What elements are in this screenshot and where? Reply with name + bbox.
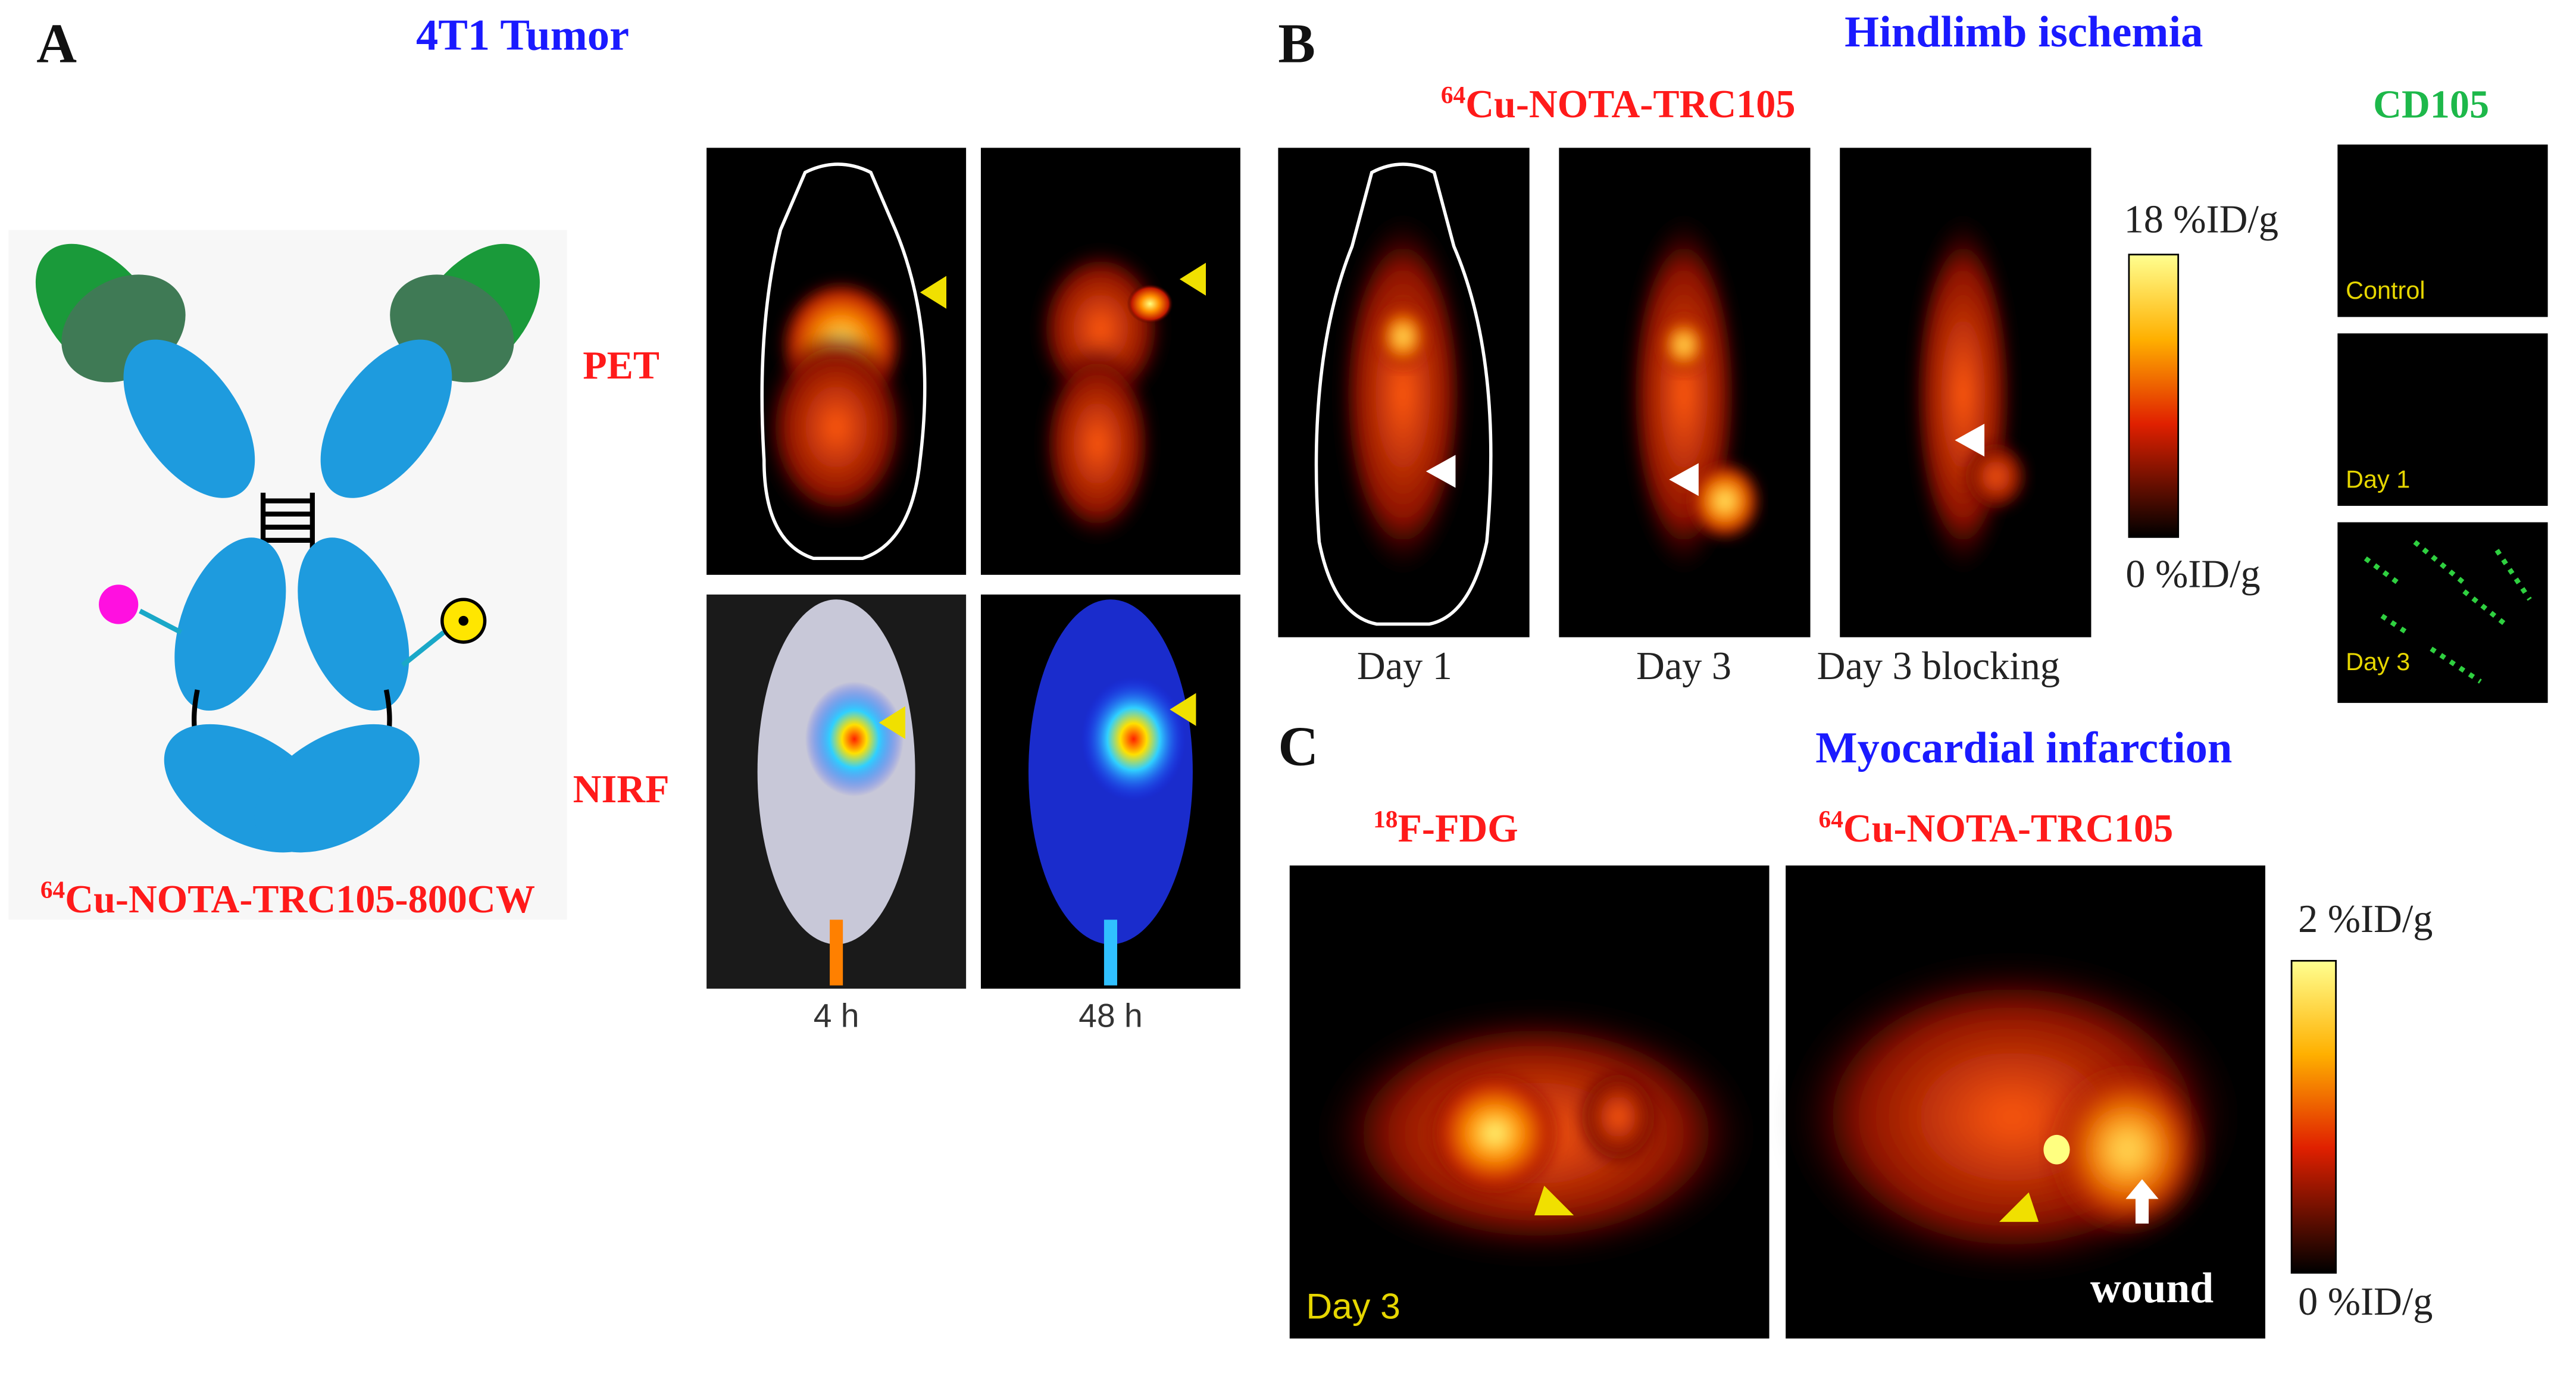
probe-name: F-FDG (1398, 807, 1518, 850)
shape (1337, 213, 1469, 575)
shape (2364, 540, 2532, 684)
shape (99, 584, 139, 624)
ischemia-images (1278, 148, 2092, 637)
isotope: 64 (1819, 805, 1843, 832)
pet-images (706, 148, 1240, 989)
shape (2337, 144, 2548, 317)
shape (762, 328, 911, 526)
label: Day 1 (2346, 465, 2410, 493)
label: Control (2346, 277, 2425, 304)
shape (2053, 1067, 2202, 1232)
shape (254, 724, 420, 853)
shape (2125, 1179, 2159, 1224)
shape (1040, 345, 1155, 542)
label: B (1278, 12, 1315, 74)
shape (1314, 162, 1493, 626)
label: Day 3 blocking (1817, 645, 2060, 688)
label: 64Cu-NOTA-TRC105-800CW (40, 875, 535, 921)
label: Day 3 (1306, 1286, 1400, 1326)
shape (1103, 919, 1118, 986)
mi-images (1289, 865, 2337, 1339)
label: 4 h (814, 997, 859, 1034)
label: 64Cu-NOTA-TRC105 (1441, 80, 1796, 126)
shape (830, 919, 843, 986)
shape (2043, 1134, 2070, 1165)
label: 64Cu-NOTA-TRC105 (1819, 805, 2174, 850)
isotope: 64 (1441, 80, 1465, 108)
label: PET (583, 344, 659, 387)
label: Hindlimb ischemia (1845, 8, 2203, 57)
isotope: 64 (40, 875, 65, 903)
label: 0 %ID/g (2125, 553, 2260, 596)
shape (1127, 284, 1173, 324)
shape (1910, 213, 2016, 575)
shape (1577, 1067, 1659, 1166)
shape (1963, 440, 2029, 512)
shape (174, 537, 286, 711)
label: 2 %ID/g (2298, 897, 2433, 941)
label: CD105 (2373, 83, 2489, 126)
probe-name: Cu-NOTA-TRC105-800CW (65, 878, 535, 921)
label: C (1278, 715, 1318, 777)
probe-name: Cu-NOTA-TRC105 (1465, 83, 1795, 126)
label: Day 3 (2346, 648, 2410, 675)
label: wound (2090, 1264, 2214, 1312)
probe-name: Cu-NOTA-TRC105 (1843, 807, 2173, 850)
label: 0 %ID/g (2298, 1280, 2433, 1324)
label: Day 3 (1636, 645, 1731, 688)
shape (2337, 333, 2548, 506)
shape (1659, 315, 1709, 375)
shape (401, 630, 446, 667)
shape (2290, 959, 2337, 1274)
label: 4T1 Tumor (416, 11, 629, 60)
shape (298, 537, 409, 711)
label: 48 h (1078, 997, 1142, 1034)
shape (123, 339, 255, 498)
shape (1377, 304, 1430, 370)
colorbar (2128, 254, 2180, 538)
shape (1429, 1071, 1561, 1196)
antibody (8, 230, 567, 920)
label: 18 %ID/g (2124, 198, 2278, 242)
stain-images (2337, 144, 2548, 703)
label: NIRF (573, 768, 670, 811)
label: Day 1 (1357, 645, 1452, 688)
label: 18F-FDG (1373, 805, 1518, 850)
shape (263, 498, 312, 543)
shape (1081, 676, 1186, 802)
shape (320, 339, 452, 498)
isotope: 18 (1373, 805, 1398, 832)
shape (1689, 461, 1761, 540)
shape (458, 615, 468, 626)
label: A (36, 12, 77, 74)
shape (805, 681, 904, 797)
shape (760, 162, 927, 561)
shape (139, 608, 182, 635)
label: Myocardial infarction (1815, 724, 2232, 772)
shape (2337, 522, 2548, 703)
